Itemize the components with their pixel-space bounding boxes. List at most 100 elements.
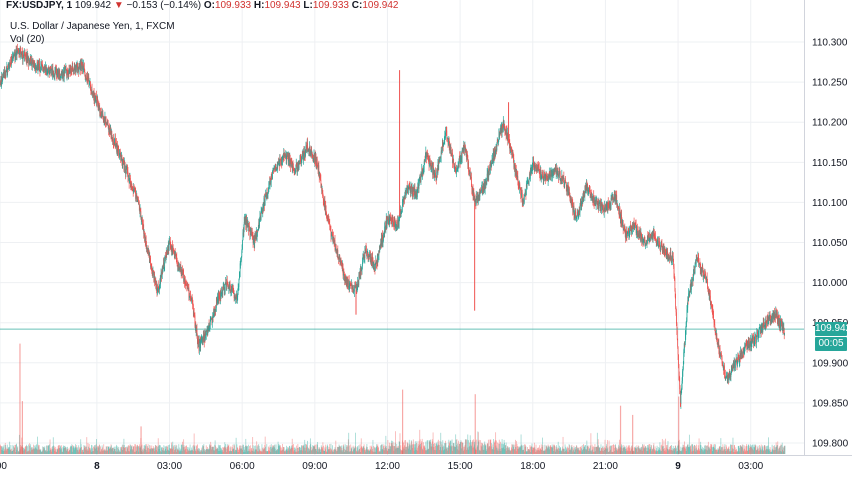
volume-bar (396, 443, 398, 454)
candle-body (200, 339, 202, 340)
volume-bar (181, 444, 183, 454)
volume-bar (769, 450, 771, 454)
volume-bar (219, 450, 221, 454)
volume-bar (404, 440, 406, 454)
candle-body (474, 197, 476, 200)
volume-bar (770, 451, 771, 454)
candle-body (64, 70, 65, 73)
candle-body (498, 139, 499, 143)
candle-body (529, 173, 530, 178)
volume-bar (769, 447, 771, 454)
candle-body (13, 54, 15, 55)
candle-body (299, 157, 301, 164)
candle-body (370, 256, 372, 261)
candle-body (341, 261, 342, 263)
volume-bar (649, 444, 651, 454)
candle-body (449, 148, 451, 150)
candle-body (12, 56, 13, 62)
candle-body (555, 168, 557, 174)
candle-body (517, 176, 519, 182)
candle-body (262, 207, 264, 212)
volume-bar (483, 449, 485, 454)
volume-bar (638, 448, 640, 454)
candle-body (161, 266, 163, 275)
volume-bar (471, 446, 472, 454)
volume-bar (704, 444, 706, 454)
candle-body (263, 204, 264, 209)
candle-body (14, 51, 16, 58)
volume-bar (534, 447, 536, 454)
volume-bar (706, 446, 708, 454)
volume-bar (251, 448, 252, 454)
candle-body (116, 144, 118, 152)
volume-bar (728, 449, 730, 454)
volume-bar (659, 447, 660, 454)
volume-bar (177, 449, 179, 454)
candle-body (107, 122, 108, 126)
volume-bar (116, 444, 118, 454)
volume-bar (711, 446, 713, 454)
volume-bar (279, 445, 281, 454)
volume-bar (770, 451, 772, 454)
candle-body (466, 153, 467, 160)
candle-body (528, 177, 530, 182)
volume-bar (222, 447, 224, 454)
candle-body (364, 249, 366, 253)
candle-body (27, 55, 29, 61)
volume-bar (104, 448, 106, 454)
candle-body (560, 179, 561, 180)
candle-body (317, 167, 319, 171)
candle-body (586, 184, 588, 191)
volume-bar (341, 451, 343, 454)
volume-bar (272, 447, 274, 454)
candle-body (504, 123, 505, 128)
volume-bar (268, 447, 270, 454)
volume-bar (554, 444, 555, 454)
volume-bar (692, 444, 693, 454)
candle-body (548, 176, 549, 179)
volume-bar (52, 448, 54, 454)
volume-bar (130, 446, 132, 454)
volume-bar (443, 446, 445, 454)
volume-bar (552, 447, 553, 454)
volume-bar (270, 451, 272, 454)
candle-body (234, 295, 236, 299)
volume-bar (580, 446, 582, 454)
volume-bar (14, 448, 15, 454)
volume-bar (134, 444, 136, 454)
candle-body (584, 194, 585, 197)
candle-body (416, 192, 417, 195)
candle-body (86, 78, 88, 81)
volume-bar (89, 447, 91, 454)
volume-bar (391, 443, 393, 454)
volume-bar (176, 445, 178, 454)
candle-body (562, 176, 564, 180)
volume-bar (330, 443, 332, 454)
candle-body (527, 180, 529, 182)
volume-bar (561, 448, 563, 454)
volume-bar (409, 444, 411, 454)
candle-body (483, 182, 485, 190)
candle-body (451, 154, 452, 156)
candle-body (46, 67, 47, 73)
candle-body (109, 125, 110, 134)
volume-bar (31, 449, 33, 454)
volume-bar (4, 449, 5, 454)
volume-bar (66, 450, 67, 454)
volume-bar (532, 449, 534, 454)
volume-bar (6, 449, 8, 454)
candle-body (519, 184, 521, 189)
volume-bar (487, 439, 489, 454)
volume-bar (10, 444, 12, 454)
candle-body (24, 52, 25, 55)
volume-bar (670, 446, 671, 454)
candle-body (89, 81, 90, 83)
candle-body (370, 255, 371, 262)
candle-body (220, 292, 222, 298)
candle-body (347, 279, 348, 285)
candle-body (603, 211, 605, 214)
volume-bar (316, 444, 318, 454)
volume-bar (307, 448, 309, 454)
